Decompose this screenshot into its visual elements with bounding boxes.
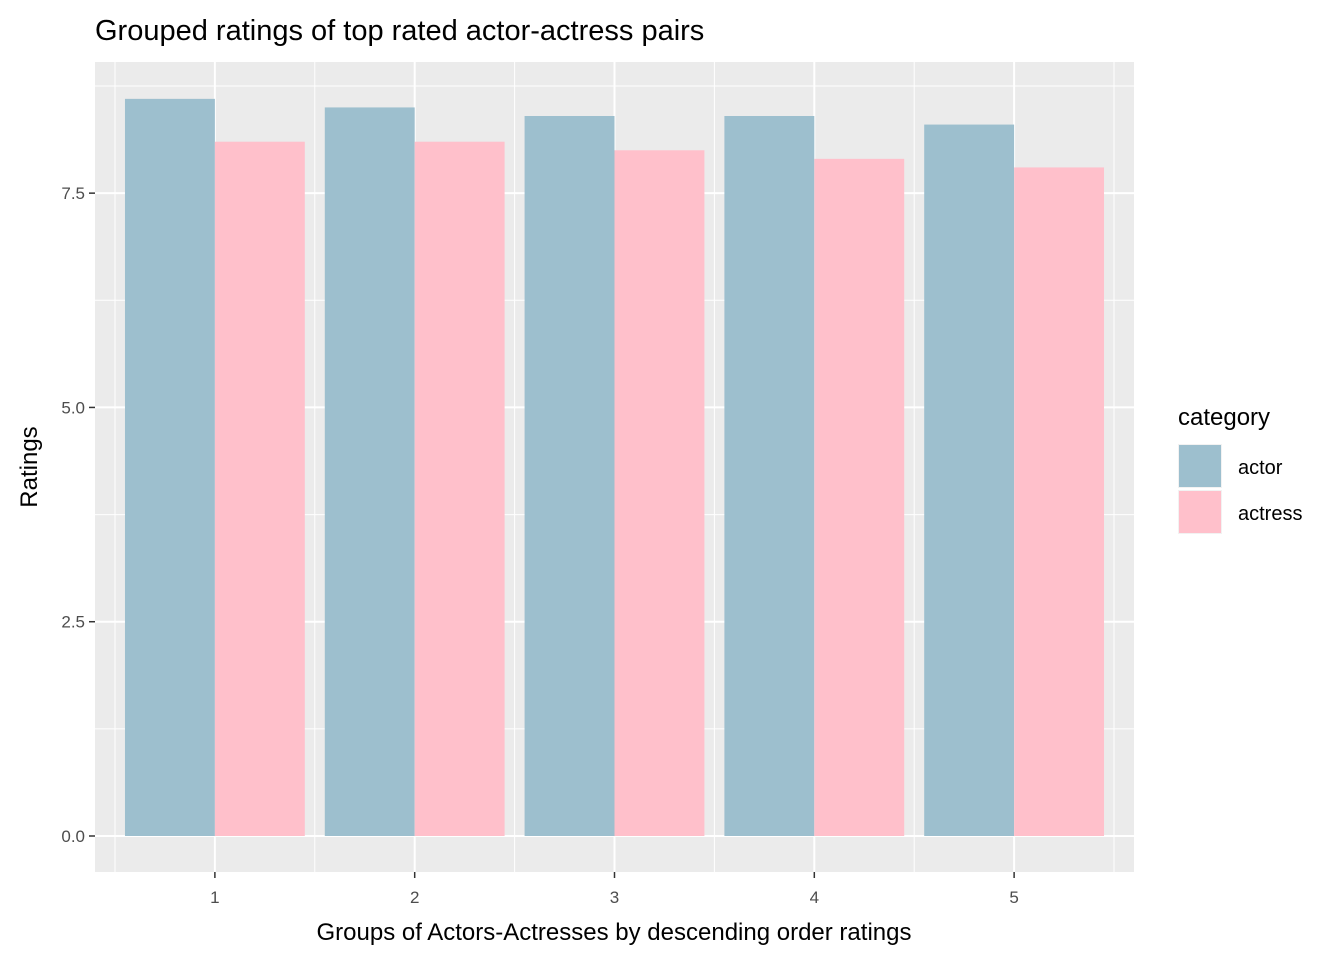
bar-actor (924, 124, 1015, 837)
legend-label: actress (1238, 503, 1302, 525)
x-axis: 1 2 3 4 5 (210, 872, 1019, 907)
x-tick-label: 5 (1009, 888, 1018, 907)
y-axis: 0.0 2.5 5.0 7.5 (61, 184, 95, 846)
y-axis-title: Ratings (16, 426, 43, 507)
x-tick-label: 1 (210, 888, 219, 907)
chart-title: Grouped ratings of top rated actor-actre… (95, 15, 704, 47)
x-tick-label: 4 (810, 888, 819, 907)
bar-actress (414, 141, 505, 836)
legend-label: actor (1238, 457, 1283, 479)
x-tick-label: 2 (410, 888, 419, 907)
bar-actor (124, 98, 215, 837)
x-axis-title: Groups of Actors-Actresses by descending… (317, 919, 912, 946)
y-tick-label: 0.0 (61, 827, 85, 846)
bar-actor (324, 107, 415, 836)
x-tick-label: 3 (610, 888, 619, 907)
legend-key-actor (1179, 445, 1221, 487)
y-tick-label: 5.0 (61, 398, 85, 417)
bars (124, 98, 1105, 837)
bar-actress (1014, 167, 1105, 836)
bar-actor (524, 116, 615, 836)
legend: category actor actress (1178, 404, 1302, 534)
y-tick-label: 2.5 (61, 613, 85, 632)
bar-actress (814, 158, 905, 836)
bar-actress (214, 141, 305, 836)
y-tick-label: 7.5 (61, 184, 85, 203)
legend-title: category (1178, 404, 1270, 431)
bar-actress (614, 150, 705, 837)
bar-actor (724, 116, 815, 836)
legend-key-actress (1179, 491, 1221, 533)
